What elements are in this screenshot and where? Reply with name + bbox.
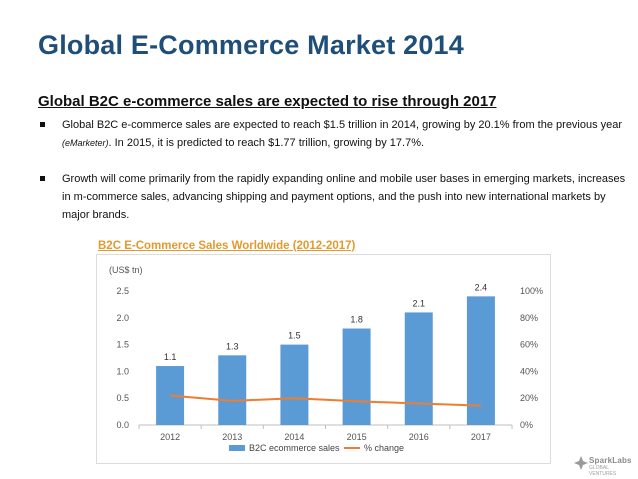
bullet-2-text: Growth will come primarily from the rapi… xyxy=(62,173,626,221)
bullet-item-1: Global B2C e-commerce sales are expected… xyxy=(40,116,630,152)
y-left-tick-label: 2.0 xyxy=(116,313,129,323)
bullet-list: Global B2C e-commerce sales are expected… xyxy=(40,116,630,242)
x-tick-label: 2012 xyxy=(160,432,180,442)
y-right-tick-label: 60% xyxy=(520,340,538,350)
y-right-tick-label: 80% xyxy=(520,313,538,323)
bar-data-label: 2.4 xyxy=(475,282,488,292)
y-right-tick-label: 20% xyxy=(520,393,538,403)
slide-subtitle: Global B2C e-commerce sales are expected… xyxy=(38,93,497,110)
x-tick-label: 2015 xyxy=(347,432,367,442)
legend-bar-swatch xyxy=(229,445,245,451)
y-left-tick-label: 1.0 xyxy=(116,366,129,376)
slide-title: Global E-Commerce Market 2014 xyxy=(38,30,464,60)
y-right-tick-label: 40% xyxy=(520,366,538,376)
bar-data-label: 1.3 xyxy=(226,341,239,351)
sparklabs-logo: SparkLabs GLOBAL VENTURES xyxy=(574,452,632,477)
bullet-marker-icon xyxy=(40,122,45,127)
spark-logo-icon xyxy=(574,456,588,470)
logo-name: SparkLabs xyxy=(589,456,632,465)
x-tick-label: 2017 xyxy=(471,432,491,442)
bullet-item-2: Growth will come primarily from the rapi… xyxy=(40,170,630,224)
y-left-tick-label: 0.0 xyxy=(116,420,129,430)
chart-container: (US$ tn) 0.0 0.5 1.0 1.5 2.0 2.5 0% 20% 40% 60% 80%… xyxy=(96,254,551,464)
percent-change-line xyxy=(169,394,481,407)
bullet-1-text-a: Global B2C e-commerce sales are expected… xyxy=(62,119,623,131)
bullet-1-text-b: . In 2015, it is predicted to reach $1.7… xyxy=(108,137,425,149)
x-tick-label: 2014 xyxy=(284,432,304,442)
y-left-tick-label: 0.5 xyxy=(116,393,129,403)
y-right-tick-label: 100% xyxy=(520,286,543,296)
x-tick-label: 2016 xyxy=(409,432,429,442)
bar-data-label: 1.1 xyxy=(164,352,177,362)
y-left-tick-label: 1.5 xyxy=(116,340,129,350)
x-tick-label: 2013 xyxy=(222,432,242,442)
bar-2013 xyxy=(218,355,247,425)
bar-data-label: 2.1 xyxy=(412,298,425,308)
chart-svg: (US$ tn) 0.0 0.5 1.0 1.5 2.0 2.5 0% 20% 40% 60% 80%… xyxy=(109,265,543,453)
bar-2014 xyxy=(280,344,309,425)
bar-data-label: 1.8 xyxy=(350,315,363,325)
y-right-tick-label: 0% xyxy=(520,420,533,430)
bullet-marker-icon xyxy=(40,176,45,181)
y-left-tick-label: 2.5 xyxy=(116,286,129,296)
chart-title: B2C E-Commerce Sales Worldwide (2012-201… xyxy=(98,240,356,252)
bar-2015 xyxy=(342,328,371,425)
bar-2017 xyxy=(466,296,495,425)
bar-data-label: 1.5 xyxy=(288,331,301,341)
chart-unit-label: (US$ tn) xyxy=(109,265,143,275)
legend-bar-label: B2C ecommerce sales xyxy=(249,443,340,453)
bullet-1-citation: (eMarketer) xyxy=(62,138,109,148)
legend-line-label: % change xyxy=(364,443,404,453)
bar-2016 xyxy=(404,312,433,425)
logo-tagline: GLOBAL VENTURES xyxy=(589,465,617,477)
